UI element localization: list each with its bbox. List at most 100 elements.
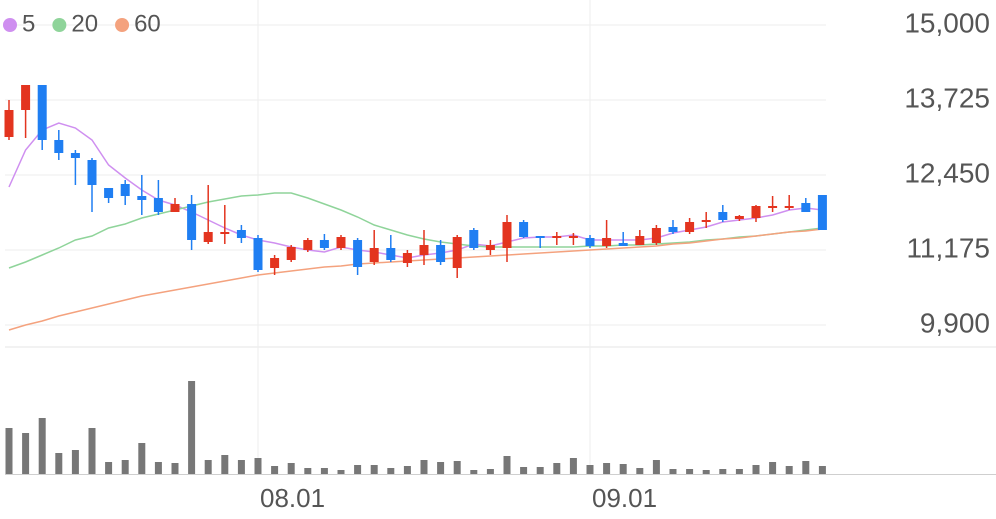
candle-body [203,232,213,242]
volume-bar [603,463,611,474]
volume-bar [237,460,245,474]
volume-bar [387,468,395,474]
candle-body [552,236,562,238]
candle-body [651,228,661,243]
candle-body [104,188,114,198]
candle-body [286,247,296,260]
volume-bar [437,462,445,474]
y-tick-label: 15,000 [904,7,990,38]
volume-bar [719,469,727,474]
volume-bar [735,469,743,474]
volume-bar [702,470,710,474]
candle-body [319,240,329,248]
volume-bar [287,463,295,474]
candle-body [336,237,346,248]
volume-bar [55,453,63,474]
volume-bar [686,469,694,474]
candle-body [668,227,678,232]
legend-dot [52,18,67,32]
volume-bar [536,467,544,474]
volume-bar [553,463,561,474]
candle-body [751,206,761,218]
candle-body [4,110,14,137]
candle-body [519,222,529,237]
candle-body [768,206,778,208]
candle-body [602,238,612,246]
candle-body [137,196,147,200]
volume-bar [769,462,777,474]
candle-body [502,222,512,248]
candle-body [54,140,64,153]
volume-bar [320,468,328,474]
volume-bar [304,468,312,474]
volume-bar [802,461,810,474]
candle-body [801,203,811,212]
moving-average-line [8,192,823,269]
y-tick-label: 13,725 [904,82,990,113]
x-tick-label: 08.01 [260,483,325,513]
legend-dot [3,18,17,32]
volume-bar [171,463,179,474]
volume-bar [71,450,79,474]
legend-dot [115,18,130,32]
candle-body [187,204,197,240]
candle-body [220,232,230,234]
y-tick-label: 12,450 [904,157,990,188]
volume-bar [38,418,46,474]
candle-body [585,238,595,246]
legend-label: 60 [134,10,161,37]
candle-body [87,160,97,185]
y-tick-label: 9,900 [920,307,990,338]
volume-bar [503,456,511,474]
candle-body [253,238,263,270]
moving-average-line [8,228,823,331]
candle-body [369,248,379,262]
volume-bar [337,470,345,474]
volume-bar [752,465,760,474]
volume-bar [188,381,196,474]
volume-bar [486,469,494,474]
candle-body [535,236,545,238]
volume-bar [470,470,478,474]
candle-body [734,216,744,219]
candle-body [485,245,495,250]
volume-bar [785,466,793,474]
volume-bar [254,458,262,474]
volume-bar [121,460,129,474]
volume-bar [154,462,162,474]
candle-body [270,258,280,268]
candle-body [153,198,163,212]
volume-bar [652,460,660,474]
candle-body [469,230,479,248]
candle-body [386,248,396,260]
x-tick-label: 09.01 [592,483,657,513]
volume-bar [636,468,644,474]
volume-bar [403,466,411,474]
volume-bar [370,465,378,474]
candle-body [120,184,130,196]
legend-label: 20 [71,10,98,37]
candle-body [784,206,794,208]
volume-bar [22,433,30,474]
volume-bar [221,455,229,474]
y-tick-label: 11,175 [906,232,990,263]
volume-bar [88,428,96,474]
volume-bar [619,464,627,474]
volume-bar [5,428,13,474]
candle-body [718,212,728,220]
candle-body [303,240,313,250]
candle-body [817,195,827,230]
volume-bar [520,467,528,474]
volume-bar [586,465,594,474]
candle-body [37,85,47,140]
volume-bar [453,461,461,474]
candle-body [170,204,180,212]
candle-body [236,230,246,238]
volume-bar [818,466,826,474]
volume-bar [569,458,577,474]
volume-bar [271,466,279,474]
candle-body [701,220,711,222]
candle-body [402,253,412,263]
candle-body [618,243,628,246]
